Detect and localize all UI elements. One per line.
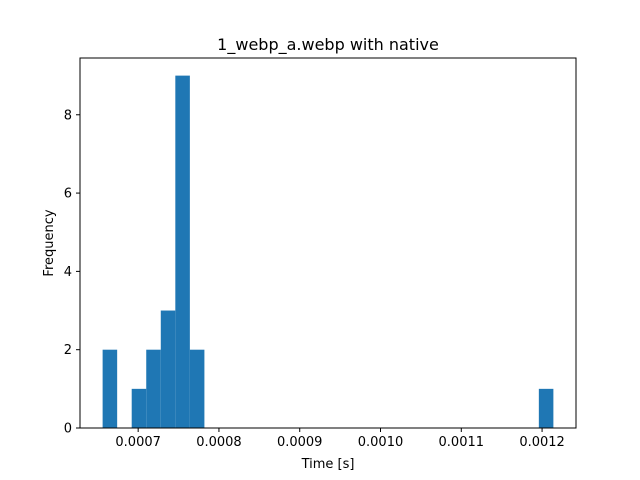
y-tick-label: 8 (64, 108, 72, 123)
histogram-bar (102, 349, 118, 428)
histogram-bar (160, 310, 176, 428)
x-tick-label: 0.0007 (115, 435, 161, 450)
histogram-bar (538, 388, 554, 428)
y-tick-label: 2 (64, 343, 72, 358)
x-tick-label: 0.0009 (277, 435, 323, 450)
x-tick-label: 0.0010 (358, 435, 404, 450)
y-axis-ticks: 0 2 4 6 8 (64, 108, 80, 437)
x-tick-label: 0.0011 (439, 435, 485, 450)
y-tick-label: 6 (64, 187, 72, 202)
y-tick-label: 0 (64, 422, 72, 437)
histogram-bar (175, 75, 190, 428)
x-tick-label: 0.0008 (196, 435, 242, 450)
y-tick-label: 4 (64, 265, 72, 280)
x-tick-label: 0.0012 (519, 435, 565, 450)
bars-group (102, 75, 554, 428)
chart-title: 1_webp_a.webp with native (217, 35, 439, 55)
x-axis-ticks: 0.0007 0.0008 0.0009 0.0010 0.0011 0.0012 (115, 428, 565, 450)
x-axis-label: Time [s] (301, 457, 355, 472)
histogram-bar (146, 349, 161, 428)
histogram-bar (131, 388, 147, 428)
y-axis-label: Frequency (42, 209, 57, 276)
plot-frame (79, 57, 577, 429)
histogram-bar (189, 349, 205, 428)
